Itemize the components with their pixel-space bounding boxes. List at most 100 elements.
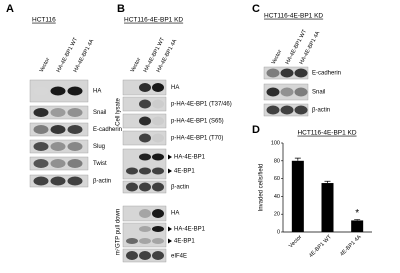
band <box>33 142 49 151</box>
blot-label: HA-4E-BP1 <box>174 227 206 233</box>
blot-label: β-actin <box>171 185 189 191</box>
blot-label: E-cadherin <box>93 127 122 133</box>
band <box>294 87 308 97</box>
cell-line: HCT116-4E-BP1 KD <box>264 13 323 20</box>
blot-label: Snail <box>93 110 106 116</box>
blot-label: HA <box>93 89 101 95</box>
blot-label: β-actin <box>312 108 330 114</box>
band <box>33 86 49 96</box>
band <box>139 99 151 109</box>
blot-label: E-cadherin <box>312 71 341 77</box>
band <box>67 159 83 168</box>
y-tick-label: 0 <box>277 229 280 235</box>
section-label: Cell lysate <box>116 98 122 126</box>
band <box>139 133 151 143</box>
blot-label: Twist <box>93 161 107 167</box>
band <box>67 176 83 186</box>
band <box>126 238 138 244</box>
band <box>266 68 280 78</box>
y-tick-label: 40 <box>274 194 280 200</box>
section-label: m⁷GTP pull down <box>115 209 122 255</box>
band <box>152 83 164 92</box>
band <box>50 108 66 117</box>
error-bar <box>294 157 301 161</box>
cell-line: HCT116 <box>32 17 56 24</box>
band <box>50 125 66 134</box>
blot-label: 4E-BP1 <box>174 239 195 245</box>
panel-letter: A <box>6 3 14 15</box>
band <box>152 251 164 260</box>
band <box>152 167 164 175</box>
band <box>152 116 164 126</box>
band <box>139 209 151 218</box>
band <box>33 125 49 134</box>
band <box>139 116 151 126</box>
blot-label: p-HA-4E-BP1 (T37/46) <box>171 102 232 108</box>
band <box>152 153 164 161</box>
x-tick-label: Vector <box>288 234 303 249</box>
band <box>50 176 66 186</box>
error-bar <box>324 180 331 184</box>
chart-title: HCT116-4E-BP1 KD <box>297 130 356 137</box>
lane-label: Vector <box>130 57 143 74</box>
band <box>139 153 151 161</box>
arrow <box>168 154 172 160</box>
blot-label: p-HA-4E-BP1 (T70) <box>171 136 223 142</box>
bar <box>321 183 334 232</box>
arrow <box>168 238 172 244</box>
y-tick-label: 60 <box>274 176 280 182</box>
band <box>33 108 49 117</box>
annotation: * <box>355 208 359 219</box>
panel-letter: B <box>117 3 125 15</box>
band <box>126 167 138 175</box>
band <box>67 108 83 117</box>
band <box>139 238 151 244</box>
band <box>280 105 294 115</box>
cell-line: HCT116-4E-BP1 KD <box>124 17 183 24</box>
band <box>294 68 308 78</box>
blot-label: β-actin <box>93 179 111 185</box>
blot-label: HA <box>171 211 179 217</box>
band <box>266 105 280 115</box>
blot-label: HA <box>171 85 179 91</box>
band <box>33 176 49 186</box>
band <box>50 142 66 151</box>
blot <box>122 148 167 180</box>
band <box>139 182 151 192</box>
x-tick-label: 4E-BP1 WT <box>308 234 333 259</box>
band <box>50 86 66 96</box>
band <box>139 83 151 92</box>
band <box>126 251 138 260</box>
blot-label: p-HA-4E-BP1 (S65) <box>171 119 224 125</box>
band <box>280 87 294 97</box>
y-tick-label: 20 <box>274 212 280 218</box>
panel-letter: D <box>252 124 260 136</box>
band <box>33 159 49 168</box>
bar <box>351 220 364 232</box>
band <box>139 251 151 260</box>
band <box>139 167 151 175</box>
lane-label: Vector <box>271 49 284 66</box>
arrow <box>168 168 172 174</box>
band <box>139 226 151 232</box>
band <box>294 105 308 115</box>
y-axis-label: Invaded cells/field <box>259 164 265 212</box>
x-tick-label: 4E-BP1 4A <box>339 234 363 258</box>
band <box>152 133 164 143</box>
arrow <box>168 226 172 232</box>
blot-label: 4E-BP1 <box>174 169 195 175</box>
band <box>67 142 83 151</box>
panel-letter: C <box>252 3 260 15</box>
blot-label: eIF4E <box>171 254 187 260</box>
blot-label: Snail <box>312 90 325 96</box>
error-bar <box>354 219 361 221</box>
band <box>152 99 164 109</box>
band <box>50 159 66 168</box>
blot-label: HA-4E-BP1 <box>174 155 206 161</box>
band <box>152 209 164 218</box>
band <box>266 87 280 97</box>
y-tick-label: 100 <box>271 140 280 146</box>
y-tick-label: 80 <box>274 158 280 164</box>
band <box>152 226 164 232</box>
